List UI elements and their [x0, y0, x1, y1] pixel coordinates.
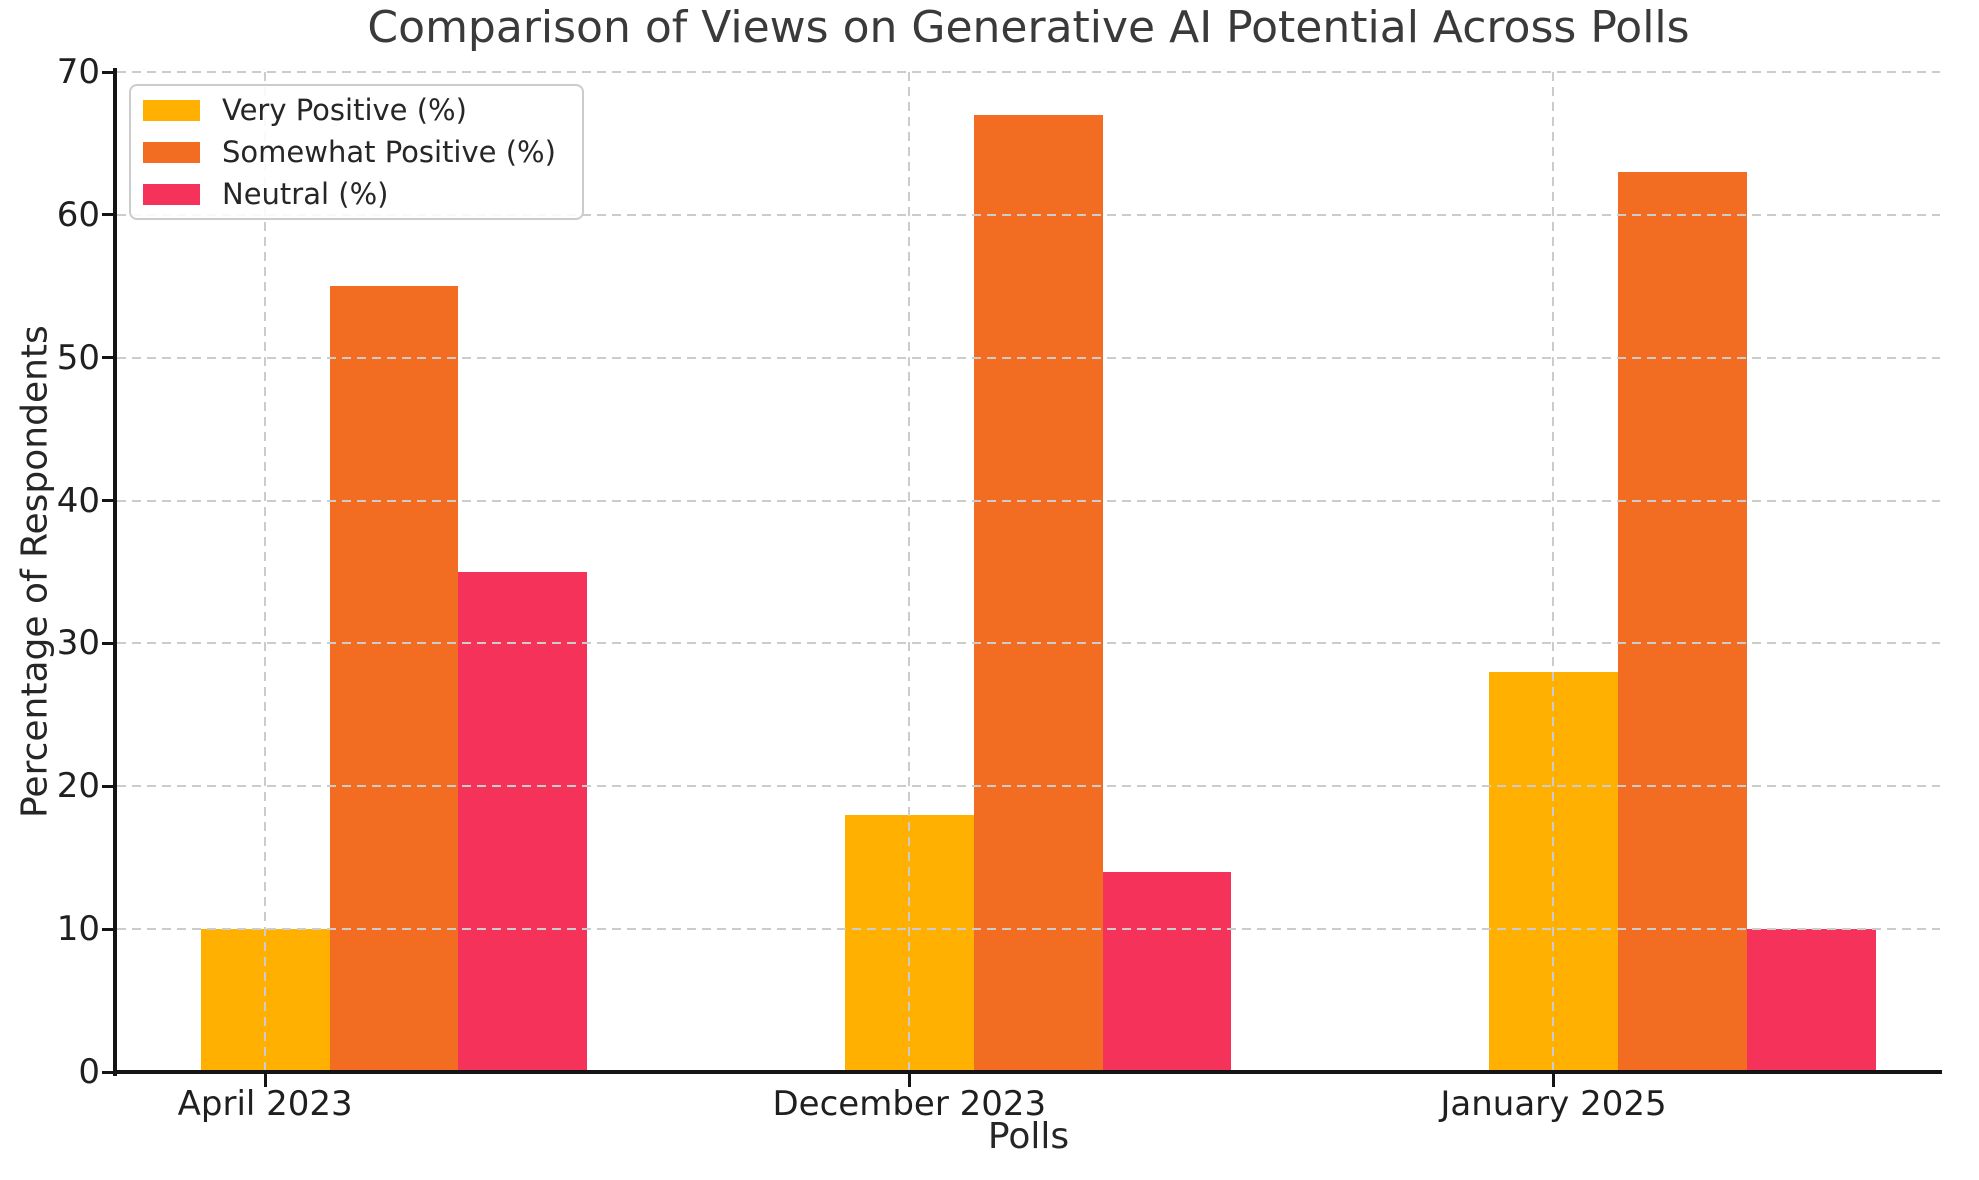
legend-swatch-somewhat-positive [143, 141, 200, 163]
gridline-x-january-2025 [1552, 72, 1555, 1072]
legend-label-very-positive: Very Positive (%) [222, 93, 467, 127]
x-axis-label: Polls [987, 1116, 1070, 1157]
legend-label-neutral: Neutral (%) [222, 177, 389, 211]
gridline-x-april-2023 [264, 72, 267, 1072]
x-tick-label-january-2025: January 2025 [1440, 1084, 1667, 1124]
y-tick-label-70: 70 [56, 52, 100, 92]
gridline-x-december-2023 [908, 72, 911, 1072]
bar-april-2023-somewhat-positive [329, 286, 459, 1072]
legend-item-somewhat-positive: Somewhat Positive (%) [143, 131, 556, 173]
legend: Very Positive (%) Somewhat Positive (%) Ne… [129, 84, 584, 220]
bar-april-2023-neutral [458, 572, 588, 1072]
y-tick-70 [102, 70, 115, 74]
x-tick-april-2023 [263, 1074, 267, 1087]
bar-december-2023-neutral [1102, 872, 1232, 1072]
x-axis-spine [113, 1070, 1942, 1074]
x-tick-january-2025 [1551, 1074, 1555, 1087]
y-tick-40 [102, 499, 115, 503]
y-tick-label-20: 20 [56, 766, 100, 807]
y-tick-label-60: 60 [56, 194, 100, 235]
bar-january-2025-neutral [1746, 929, 1876, 1072]
y-tick-30 [102, 641, 115, 645]
y-tick-label-10: 10 [56, 909, 100, 950]
y-tick-10 [102, 927, 115, 931]
bar-december-2023-somewhat-positive [973, 114, 1103, 1072]
gridline-y-70 [117, 71, 1940, 73]
x-tick-december-2023 [907, 1074, 911, 1087]
y-tick-50 [102, 356, 115, 360]
y-axis-spine [113, 68, 117, 1076]
x-tick-label-april-2023: April 2023 [177, 1084, 353, 1124]
gridline-y-30 [117, 642, 1940, 645]
legend-swatch-very-positive [143, 99, 200, 121]
x-tick-label-december-2023: December 2023 [772, 1084, 1047, 1124]
legend-item-neutral: Neutral (%) [143, 173, 556, 215]
y-tick-0 [102, 1070, 115, 1074]
gridline-y-20 [117, 785, 1940, 788]
legend-item-very-positive: Very Positive (%) [143, 89, 556, 131]
legend-label-somewhat-positive: Somewhat Positive (%) [222, 135, 556, 169]
y-tick-60 [102, 213, 115, 217]
plot-area: 0 10 20 30 40 50 60 70 April 2023 December 2023 Ja… [57, 52, 1940, 1124]
gridline-y-40 [117, 499, 1940, 502]
y-tick-label-50: 50 [56, 337, 100, 378]
y-tick-label-40: 40 [56, 480, 100, 521]
y-axis-label: Percentage of Respondents [14, 325, 56, 819]
gridline-y-50 [117, 356, 1940, 359]
y-tick-label-30: 30 [56, 623, 100, 664]
gridline-y-10 [117, 928, 1940, 931]
legend-swatch-neutral [143, 183, 200, 205]
bar-january-2025-somewhat-positive [1617, 172, 1747, 1072]
chart-title: Comparison of Views on Generative AI Pot… [367, 2, 1690, 53]
y-tick-20 [102, 784, 115, 788]
y-tick-label-0: 0 [78, 1052, 100, 1092]
gridline-y-60 [117, 213, 1940, 216]
